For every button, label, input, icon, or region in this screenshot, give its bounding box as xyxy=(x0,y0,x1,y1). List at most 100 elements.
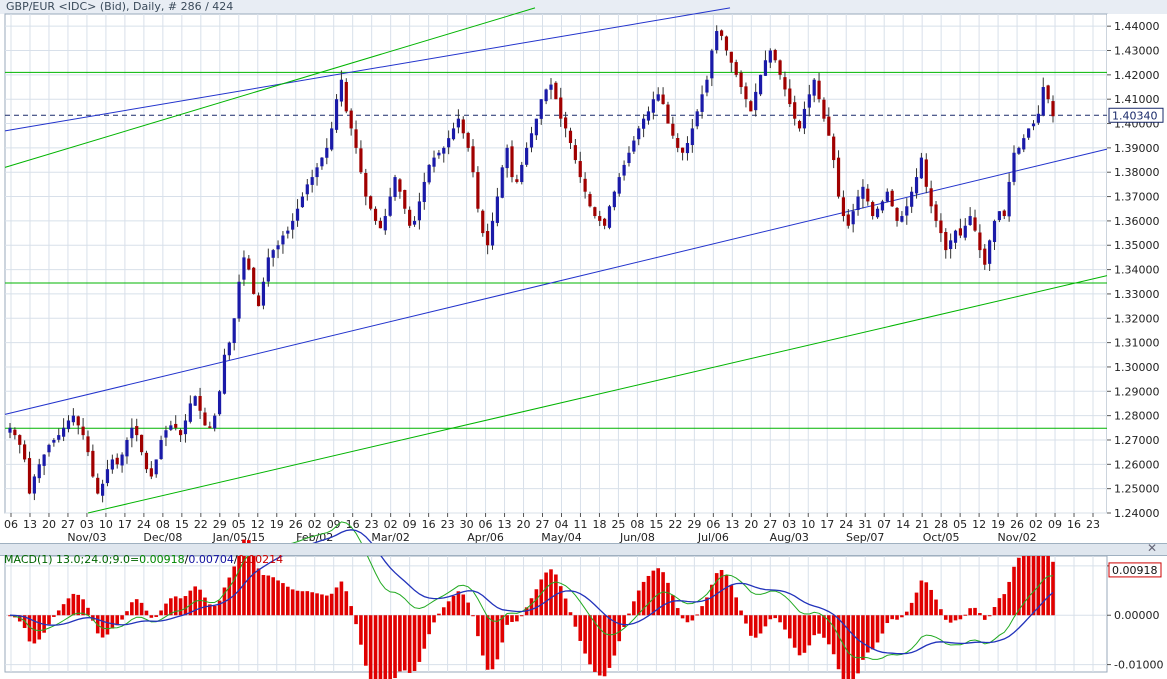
macd-histogram-bar xyxy=(368,615,373,679)
candle-body xyxy=(486,231,490,246)
macd-histogram-bar xyxy=(432,615,436,623)
candle-body xyxy=(900,216,904,222)
macd-histogram-bar xyxy=(154,615,159,617)
macd-histogram-bar xyxy=(680,615,685,619)
macd-histogram-bar xyxy=(909,602,914,616)
last-price-label: 1.40340 xyxy=(1112,109,1158,122)
macd-histogram-bar xyxy=(32,615,37,644)
candle-body xyxy=(949,240,953,250)
macd-histogram-bar xyxy=(729,585,734,616)
candle-body xyxy=(817,80,821,100)
candle-body xyxy=(81,426,85,436)
candle-body xyxy=(417,201,422,221)
candle-body xyxy=(593,207,597,217)
x-month-label: Mar/02 xyxy=(371,531,409,544)
candle-body xyxy=(968,216,972,225)
candle-body xyxy=(525,147,529,165)
macd-histogram-bar xyxy=(27,615,32,642)
candle-body xyxy=(164,430,168,438)
macd-histogram-bar xyxy=(622,615,626,627)
panel-separator[interactable] xyxy=(0,543,1167,556)
macd-histogram-bar xyxy=(446,601,451,616)
x-month-label: Apr/06 xyxy=(467,531,504,544)
macd-histogram-bar xyxy=(558,586,563,616)
macd-histogram-bar xyxy=(61,604,66,616)
macd-histogram-bar xyxy=(778,615,782,623)
macd-histogram-bar xyxy=(685,615,690,623)
candle-body xyxy=(412,220,417,225)
macd-histogram-bar xyxy=(437,613,441,616)
last-price-box xyxy=(1108,107,1164,123)
candle-body xyxy=(451,128,456,140)
macd-histogram-bar xyxy=(1002,594,1007,616)
candle-body xyxy=(252,267,256,294)
candle-body xyxy=(1036,113,1040,123)
macd-histogram-bar xyxy=(710,584,714,616)
candle-body xyxy=(520,164,524,183)
macd-histogram-bar xyxy=(320,594,324,616)
macd-histogram-bar xyxy=(281,583,285,616)
macd-histogram-bar xyxy=(402,615,407,671)
candle-body xyxy=(588,194,592,207)
macd-histogram-bar xyxy=(929,589,933,616)
x-tick-label: 22 xyxy=(668,518,682,531)
macd-histogram-bar xyxy=(339,581,344,616)
candle-body xyxy=(656,94,660,101)
candle-body xyxy=(797,121,802,129)
x-tick-label: 23 xyxy=(441,518,455,531)
macd-histogram-bar xyxy=(817,615,821,634)
candle-body xyxy=(237,281,241,319)
macd-histogram-bar xyxy=(81,599,85,616)
x-tick-label: 05 xyxy=(953,518,967,531)
macd-histogram-bar xyxy=(812,615,816,636)
candle-body xyxy=(310,177,314,185)
candle-body xyxy=(227,342,231,356)
x-tick-label: 03 xyxy=(80,518,94,531)
x-tick-label: 06 xyxy=(706,518,720,531)
macd-histogram-bar xyxy=(1007,581,1011,616)
candle-body xyxy=(666,104,670,124)
x-month-label: Aug/03 xyxy=(770,531,809,544)
candle-body xyxy=(325,147,329,158)
candle-body xyxy=(1017,147,1021,154)
macd-histogram-bar xyxy=(471,615,475,617)
candle-body xyxy=(66,420,71,430)
trend-line-green-upper xyxy=(4,7,536,168)
candle-body xyxy=(378,220,383,229)
candle-body xyxy=(408,209,412,226)
candle-body xyxy=(291,220,295,230)
close-icon[interactable]: ✕ xyxy=(1146,541,1157,555)
macd-histogram-bar xyxy=(110,615,115,629)
macd-histogram-bar xyxy=(242,539,246,616)
macd-histogram-bar xyxy=(451,595,456,616)
macd-histogram-bar xyxy=(578,615,583,641)
macd-histogram-bar xyxy=(363,615,368,666)
candle-body xyxy=(822,99,826,119)
macd-histogram-bar xyxy=(666,582,670,616)
candle-body xyxy=(174,423,178,428)
macd-histogram-bar xyxy=(485,615,490,670)
x-tick-label: 12 xyxy=(251,518,265,531)
candle-body xyxy=(1051,101,1055,117)
x-tick-label: 02 xyxy=(308,518,322,531)
x-tick-label: 29 xyxy=(687,518,701,531)
macd-histogram-bar xyxy=(851,615,855,679)
candle-body xyxy=(505,147,509,169)
x-tick-label: 13 xyxy=(725,518,739,531)
candle-body xyxy=(339,79,344,102)
candle-body xyxy=(271,250,275,258)
macd-histogram-bar xyxy=(836,615,841,670)
candle-body xyxy=(875,208,880,218)
candle-body xyxy=(320,157,324,167)
x-tick-label: 02 xyxy=(1029,518,1043,531)
macd-histogram-bar xyxy=(178,598,183,616)
candle-body xyxy=(115,457,119,465)
macd-histogram-bar xyxy=(841,615,846,679)
macd-histogram-bar xyxy=(958,615,963,620)
candle-body xyxy=(52,439,56,443)
candle-body xyxy=(330,128,334,150)
candle-body xyxy=(841,197,846,217)
macd-histogram-bar xyxy=(939,609,943,616)
x-tick-label: 27 xyxy=(61,518,75,531)
